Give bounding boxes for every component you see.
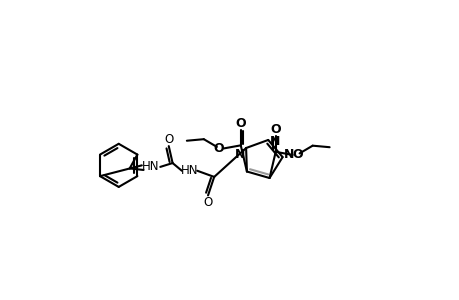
- Text: N: N: [284, 148, 294, 160]
- Text: O: O: [164, 134, 173, 146]
- Text: HN: HN: [180, 164, 198, 177]
- Text: O: O: [270, 123, 280, 136]
- Text: N: N: [269, 135, 280, 148]
- Text: HN: HN: [142, 160, 159, 173]
- Text: O: O: [235, 116, 246, 130]
- Text: O: O: [213, 142, 223, 155]
- Text: O: O: [292, 148, 302, 161]
- Text: N: N: [234, 148, 245, 161]
- Text: O: O: [203, 196, 212, 209]
